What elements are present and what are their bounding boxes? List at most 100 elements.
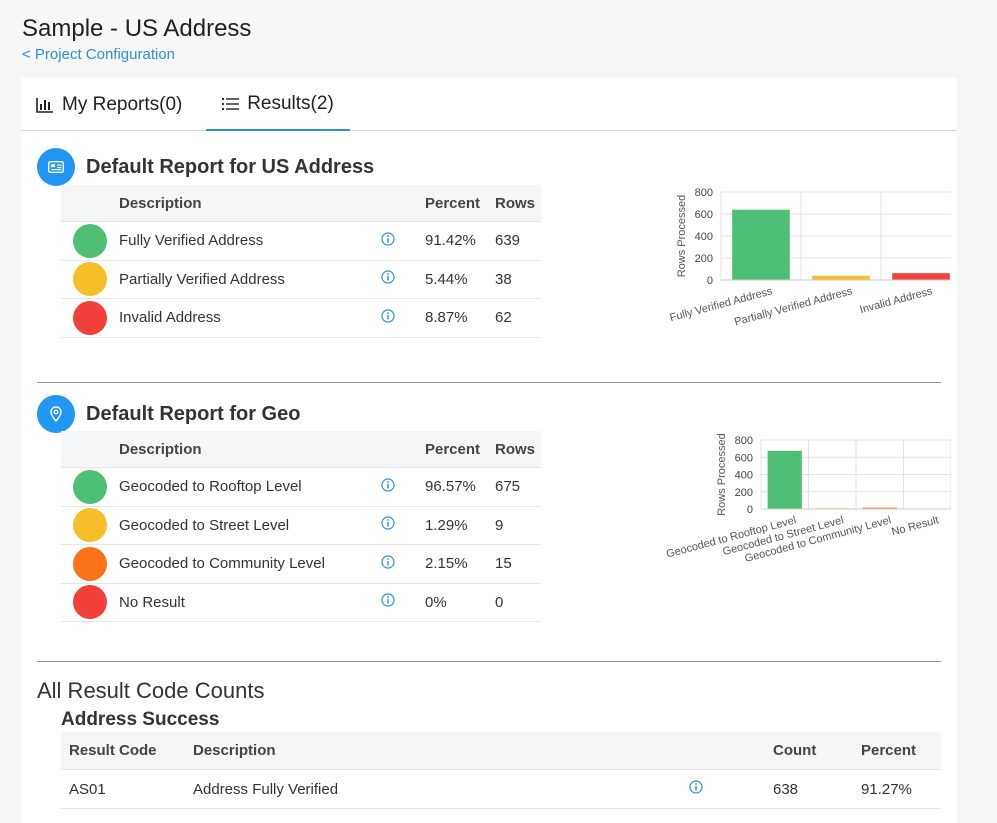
info-icon[interactable] [381,309,395,327]
info-icon[interactable] [381,516,395,534]
tab-my-reports-label: My Reports(0) [62,93,183,115]
row-count: 639 [495,232,521,250]
table-row: Partially Verified Address 5.44% 38 [61,261,541,299]
table-row: Geocoded to Street Level 1.29% 9 [61,507,541,545]
bar-chart-icon [36,97,54,113]
row-percent: 91.27% [861,780,912,798]
row-description: Partially Verified Address [119,270,285,288]
header-description: Description [119,194,202,212]
tab-results[interactable]: Results(2) [206,78,350,131]
x-tick-label: No Result [890,514,940,538]
header-description: Description [193,742,276,759]
report-title-us-address: Default Report for US Address [86,156,375,178]
y-tick-label: 800 [735,435,753,447]
header-percent: Percent [425,194,481,212]
row-description: Invalid Address [119,309,221,327]
results-card: My Reports(0) Results(2) Default Report … [21,78,957,823]
row-count: 15 [495,555,512,573]
info-icon[interactable] [689,780,703,798]
table-header: Result Code Description Count Percent [61,732,941,770]
section-divider [37,661,941,662]
status-dot-yellow [73,262,107,297]
bar-geocoded-to-rooftop-level[interactable] [767,450,802,509]
row-percent: 5.44% [425,270,468,288]
row-description: Geocoded to Community Level [119,555,325,573]
status-dot-orange [73,546,107,581]
tab-my-reports[interactable]: My Reports(0) [36,78,182,131]
bar-invalid-address[interactable] [892,273,950,280]
header-percent: Percent [425,440,481,458]
header-rows: Rows [495,440,536,458]
table-row: Invalid Address 8.87% 62 [61,299,541,338]
table-row: Geocoded to Rooftop Level 96.57% 675 [61,468,541,507]
row-percent: 2.15% [425,555,468,573]
row-description: Geocoded to Rooftop Level [119,478,302,496]
y-axis-label: Rows Processed [676,195,688,278]
row-count: 38 [495,270,512,288]
row-percent: 8.87% [425,309,468,327]
bar-partially-verified-address[interactable] [812,275,870,280]
us-address-report-table: Description Percent Rows Fully Verified … [61,185,541,338]
row-count: 638 [773,780,799,798]
back-to-project-configuration-link[interactable]: < Project Configuration [22,46,176,63]
y-axis-label: Rows Processed [716,433,728,516]
status-dot-red [73,300,107,335]
status-dot-green [73,223,107,258]
all-result-code-counts-title: All Result Code Counts [37,678,265,703]
table-row: Geocoded to Community Level 2.15% 15 [61,545,541,584]
table-row: No Result 0% 0 [61,584,541,622]
y-tick-label: 0 [707,275,713,287]
list-icon [222,97,240,111]
header-description: Description [119,440,202,458]
row-count: 9 [495,516,504,534]
row-description: Fully Verified Address [119,232,264,250]
row-percent: 0% [425,593,447,611]
row-description: Address Fully Verified [193,780,339,798]
page-title: Sample - US Address [22,15,252,42]
address-success-title: Address Success [61,709,220,730]
table-row: AS01 Address Fully Verified 638 91.27% [61,770,941,809]
bar-fully-verified-address[interactable] [732,209,790,280]
header-percent: Percent [861,742,917,759]
info-icon[interactable] [381,555,395,573]
status-dot-red [73,585,107,620]
header-rows: Rows [495,194,536,212]
tab-results-label: Results(2) [247,92,334,114]
bar-geocoded-to-community-level[interactable] [862,507,897,509]
y-tick-label: 600 [695,209,713,221]
table-header: Description Percent Rows [61,185,541,222]
x-tick-label: Invalid Address [859,285,935,316]
row-percent: 91.42% [425,232,476,250]
y-tick-label: 0 [747,504,753,516]
map-pin-icon [37,395,75,433]
row-description: Geocoded to Street Level [119,516,290,534]
y-tick-label: 800 [695,187,713,199]
row-count: 62 [495,309,512,327]
status-dot-green [73,469,107,504]
row-count: 675 [495,478,521,496]
report-title-geo: Default Report for Geo [86,403,301,425]
y-tick-label: 400 [695,231,713,243]
row-description: No Result [119,593,185,611]
row-percent: 96.57% [425,478,476,496]
table-header: Description Percent Rows [61,431,541,468]
y-tick-label: 400 [735,470,753,482]
result-code-table: Result Code Description Count Percent AS… [61,732,941,809]
address-card-icon [37,148,75,186]
section-divider [37,382,941,383]
header-count: Count [773,742,817,759]
y-tick-label: 200 [735,487,753,499]
y-tick-label: 200 [695,253,713,265]
y-tick-label: 600 [735,452,753,464]
geo-report-table: Description Percent Rows Geocoded to Roo… [61,431,541,622]
table-row: Fully Verified Address 91.42% 639 [61,222,541,261]
header-result-code: Result Code [69,742,157,759]
info-icon[interactable] [381,593,395,611]
info-icon[interactable] [381,270,395,288]
info-icon[interactable] [381,232,395,250]
tab-bar: My Reports(0) Results(2) [21,78,957,131]
row-result-code: AS01 [69,780,106,798]
info-icon[interactable] [381,478,395,496]
